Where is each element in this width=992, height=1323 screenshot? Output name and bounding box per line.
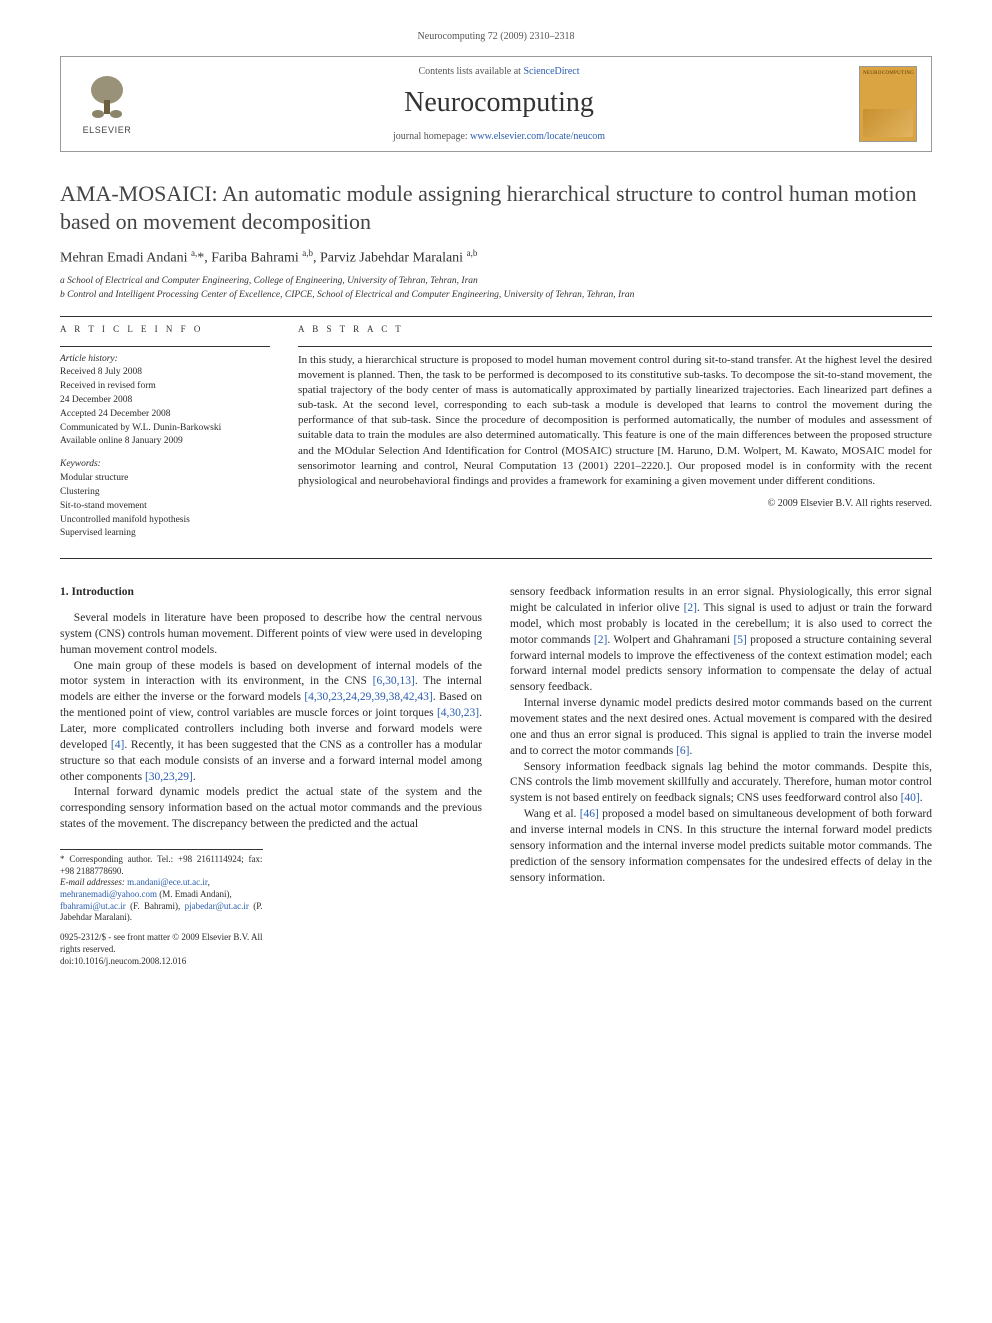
para-6: Sensory information feedback signals lag… [510,760,932,808]
ref-4-30-23-etc[interactable]: [4,30,23,24,29,39,38,42,43] [304,691,432,703]
email3-name: (F. Bahrami), [126,901,185,911]
para-3: Internal forward dynamic models predict … [60,785,482,833]
ref-6[interactable]: [6] [676,745,689,757]
history-line: Communicated by W.L. Dunin-Barkowski [60,422,270,435]
abstract-heading: A B S T R A C T [298,323,932,335]
elsevier-tree-icon [84,72,130,122]
header-citation: Neurocomputing 72 (2009) 2310–2318 [60,30,932,44]
rule-bottom [60,558,932,559]
ref-6-30-13[interactable]: [6,30,13] [373,675,415,687]
p5b: . [689,745,692,757]
affiliation-line: b Control and Intelligent Processing Cen… [60,289,932,302]
p5a: Internal inverse dynamic model predicts … [510,697,932,757]
sciencedirect-link[interactable]: ScienceDirect [523,66,579,77]
ref-4-30-23[interactable]: [4,30,23] [437,707,479,719]
cover-title: NEUROCOMPUTING [863,71,913,78]
keywords-heading: Keywords: [60,458,270,471]
contents-prefix: Contents lists available at [418,66,523,77]
emails-label: E-mail addresses: [60,877,127,887]
email-4[interactable]: pjabedar@ut.ac.ir [185,901,249,911]
ref-2b[interactable]: [2] [594,634,607,646]
history-line: Received in revised form [60,380,270,393]
email2-name: (M. Emadi Andani), [157,889,232,899]
issn-line: 0925-2312/$ - see front matter © 2009 El… [60,932,263,955]
ref-30-23-29[interactable]: [30,23,29] [145,771,193,783]
affiliations: a School of Electrical and Computer Engi… [60,275,932,303]
intro-heading: 1. Introduction [60,585,482,601]
homepage-line: journal homepage: www.elsevier.com/locat… [139,130,859,144]
elsevier-logo-text: ELSEVIER [83,124,132,136]
authors: Mehran Emadi Andani a,*, Fariba Bahrami … [60,247,932,269]
article-info-heading: A R T I C L E I N F O [60,323,270,335]
abstract-text: In this study, a hierarchical structure … [298,353,932,490]
affiliation-line: a School of Electrical and Computer Engi… [60,275,932,288]
ref-40[interactable]: [40] [901,792,920,804]
ref-5[interactable]: [5] [733,634,746,646]
para-1: Several models in literature have been p… [60,611,482,659]
abstract: A B S T R A C T In this study, a hierarc… [298,323,932,550]
bottom-meta: 0925-2312/$ - see front matter © 2009 El… [60,932,263,967]
history-line: Received 8 July 2008 [60,366,270,379]
corresponding-author: * Corresponding author. Tel.: +98 216111… [60,854,263,877]
article-title: AMA-MOSAICI: An automatic module assigni… [60,180,932,235]
history-line: Available online 8 January 2009 [60,435,270,448]
ref-2a[interactable]: [2] [684,602,697,614]
keyword-line: Modular structure [60,472,270,485]
email-2[interactable]: mehranemadi@yahoo.com [60,889,157,899]
p4c: . Wolpert and Ghahramani [607,634,733,646]
homepage-link[interactable]: www.elsevier.com/locate/neucom [470,131,605,142]
email-3[interactable]: fbahrami@ut.ac.ir [60,901,126,911]
journal-cover-thumb: NEUROCOMPUTING [859,66,917,142]
history-heading: Article history: [60,353,270,366]
p2e: . Recently, it has been suggested that t… [60,739,482,783]
email1-sep: , [208,877,210,887]
para-2: One main group of these models is based … [60,659,482,786]
ref-4[interactable]: [4] [111,739,124,751]
p7a: Wang et al. [524,808,580,820]
header-box: ELSEVIER Contents lists available at Sci… [60,56,932,153]
ref-46[interactable]: [46] [580,808,599,820]
para-5: Internal inverse dynamic model predicts … [510,696,932,759]
keyword-line: Sit-to-stand movement [60,500,270,513]
article-info: A R T I C L E I N F O Article history: R… [60,323,270,550]
body-columns: 1. Introduction Several models in litera… [60,585,932,967]
para-4: sensory feedback information results in … [510,585,932,696]
keyword-line: Supervised learning [60,527,270,540]
email-addresses: E-mail addresses: m.andani@ece.ut.ac.ir,… [60,877,263,924]
p6b: . [920,792,923,804]
email-1[interactable]: m.andani@ece.ut.ac.ir [127,877,207,887]
history-line: 24 December 2008 [60,394,270,407]
abstract-copyright: © 2009 Elsevier B.V. All rights reserved… [298,497,932,511]
keyword-line: Uncontrolled manifold hypothesis [60,514,270,527]
contents-line: Contents lists available at ScienceDirec… [139,65,859,79]
keyword-line: Clustering [60,486,270,499]
p2f: . [193,771,196,783]
journal-name: Neurocomputing [139,84,859,122]
footnotes: * Corresponding author. Tel.: +98 216111… [60,849,263,967]
homepage-prefix: journal homepage: [393,131,470,142]
rule-ai-1 [60,346,270,347]
rule-top [60,316,932,317]
cover-art [863,109,913,137]
p6a: Sensory information feedback signals lag… [510,761,932,805]
para-7: Wang et al. [46] proposed a model based … [510,807,932,886]
rule-ab-1 [298,346,932,347]
history-line: Accepted 24 December 2008 [60,408,270,421]
doi-line: doi:10.1016/j.neucom.2008.12.016 [60,956,263,968]
elsevier-logo: ELSEVIER [75,68,139,140]
